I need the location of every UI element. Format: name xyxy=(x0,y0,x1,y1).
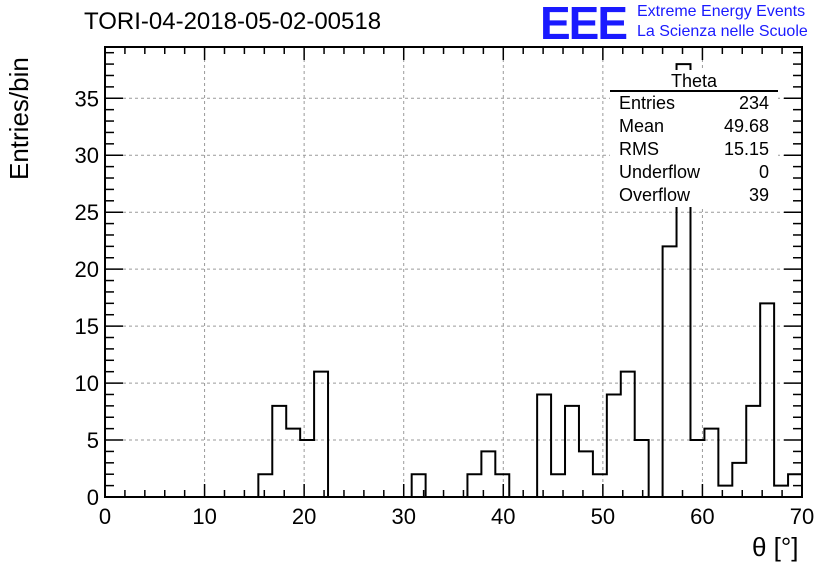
histogram-bin xyxy=(565,406,579,497)
stats-row-entries: Entries 234 xyxy=(610,92,778,115)
histogram-bin xyxy=(593,474,607,497)
histogram-bin xyxy=(314,372,328,497)
y-tick-label: 10 xyxy=(75,371,99,396)
histogram-bin xyxy=(467,474,481,497)
stats-box: Theta Entries 234 Mean 49.68 RMS 15.15 Unde… xyxy=(610,70,778,207)
histogram-bin xyxy=(495,474,509,497)
histogram-bin xyxy=(537,394,551,497)
axis-ticks xyxy=(104,47,803,498)
x-tick-label: 50 xyxy=(591,504,615,529)
stats-label: Underflow xyxy=(619,162,701,182)
y-tick-label: 0 xyxy=(87,485,99,510)
y-tick-label: 5 xyxy=(87,428,99,453)
histogram-bin xyxy=(760,303,774,497)
stats-label: Entries xyxy=(619,93,676,113)
histogram-bin xyxy=(663,246,677,497)
histogram-bin xyxy=(746,406,760,497)
x-tick-label: 20 xyxy=(292,504,316,529)
y-tick-label: 25 xyxy=(75,200,99,225)
stats-value: 234 xyxy=(738,93,769,113)
stats-row-underflow: Underflow 0 xyxy=(610,161,778,184)
stats-title: Theta xyxy=(610,70,778,92)
x-tick-label: 30 xyxy=(391,504,415,529)
x-tick-label: 40 xyxy=(491,504,515,529)
logo-line-2: La Scienza nelle Scuole xyxy=(637,23,808,40)
stats-row-overflow: Overflow 39 xyxy=(610,184,778,207)
x-tick-label: 70 xyxy=(790,504,814,529)
x-tick-label: 10 xyxy=(192,504,216,529)
y-tick-labels: 0 5 10 15 20 25 30 35 xyxy=(75,86,99,510)
x-axis-label: θ [°] xyxy=(752,532,799,562)
histogram-bin xyxy=(732,463,746,497)
histogram-bin xyxy=(621,372,635,497)
stats-row-mean: Mean 49.68 xyxy=(610,115,778,138)
y-tick-label: 15 xyxy=(75,314,99,339)
chart-title: TORI-04-2018-05-02-00518 xyxy=(84,8,382,35)
x-tick-labels: 0 10 20 30 40 50 60 70 xyxy=(99,504,814,529)
histogram-bin xyxy=(635,440,649,497)
y-tick-label: 30 xyxy=(75,143,99,168)
stats-label: Mean xyxy=(619,116,665,136)
histogram-bin xyxy=(286,429,300,497)
histogram-bin xyxy=(300,440,314,497)
histogram-bin xyxy=(258,474,272,497)
logo-text: Extreme Energy Events La Scienza nelle S… xyxy=(637,2,808,42)
logo-line-1: Extreme Energy Events xyxy=(637,3,806,20)
stats-value: 0 xyxy=(758,162,769,182)
plot-frame xyxy=(104,46,803,498)
x-tick-label: 0 xyxy=(99,504,111,529)
stats-value: 39 xyxy=(748,185,769,205)
histogram-bin xyxy=(774,486,788,497)
histogram-bin xyxy=(718,486,732,497)
stats-label: RMS xyxy=(619,139,659,159)
x-tick-label: 60 xyxy=(690,504,714,529)
histogram-bin xyxy=(579,451,593,497)
stats-value: 15.15 xyxy=(723,139,769,159)
stats-row-rms: RMS 15.15 xyxy=(610,138,778,161)
y-axis-label: Entries/bin xyxy=(4,57,34,180)
eee-logo: EEE xyxy=(540,0,628,49)
stats-label: Overflow xyxy=(619,185,691,205)
histogram-bin xyxy=(704,429,718,497)
y-tick-label: 20 xyxy=(75,257,99,282)
y-tick-label: 35 xyxy=(75,86,99,111)
histogram-bin xyxy=(272,406,286,497)
stats-value: 49.68 xyxy=(723,116,769,136)
histogram-bin xyxy=(607,394,621,497)
